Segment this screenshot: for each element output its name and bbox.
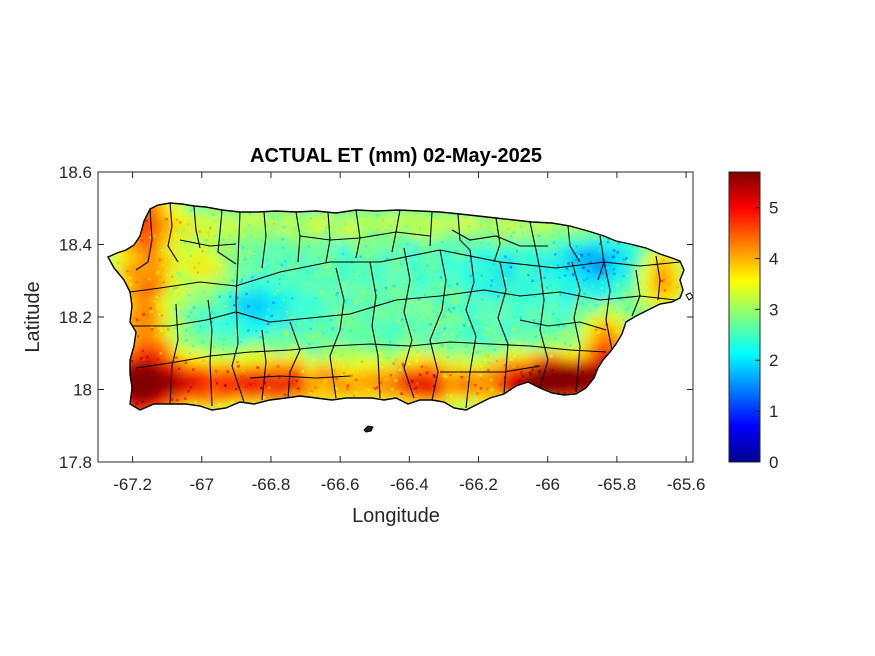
municipality-boundaries — [129, 203, 681, 409]
coastline — [107, 202, 693, 433]
municipality-boundary — [179, 239, 237, 247]
y-tick-label: 18.2 — [59, 308, 92, 327]
municipality-boundary — [571, 261, 581, 393]
municipality-boundary — [457, 213, 471, 251]
x-tick-label: -66.4 — [390, 475, 429, 494]
municipality-boundary — [403, 247, 415, 399]
colorbar-tick-label: 1 — [769, 402, 778, 421]
municipality-boundary — [132, 289, 677, 327]
y-tick-label: 18.6 — [59, 163, 92, 182]
municipality-boundary — [261, 211, 267, 269]
colorbar — [728, 171, 761, 463]
municipality-boundary — [451, 229, 548, 247]
colorbar-ticks: 0 1 2 3 4 5 — [755, 199, 778, 472]
municipality-boundary — [193, 205, 201, 249]
municipality-boundary — [440, 365, 541, 373]
municipality-boundary — [235, 211, 241, 301]
chart-title: ACTUAL ET (mm) 02-May-2025 — [250, 145, 542, 167]
x-tick-label: -67 — [189, 475, 214, 494]
municipality-boundary — [655, 255, 661, 301]
x-tick-label: -66.2 — [459, 475, 498, 494]
municipality-boundary — [429, 211, 433, 247]
x-tick-label: -67.2 — [113, 475, 152, 494]
municipality-boundary — [329, 267, 345, 399]
municipality-boundary — [299, 231, 431, 241]
municipality-boundary — [529, 221, 541, 271]
municipality-boundary — [231, 299, 245, 403]
x-tick-label: -66.6 — [321, 475, 360, 494]
municipality-boundary — [369, 261, 381, 399]
municipality-boundary — [135, 208, 153, 271]
y-axis-label: Latitude — [22, 281, 44, 352]
x-tick-label: -66 — [535, 475, 560, 494]
municipality-boundary — [429, 249, 447, 401]
municipality-boundary — [465, 249, 477, 409]
municipality-boundary — [207, 299, 213, 407]
municipality-boundary — [539, 269, 549, 389]
x-tick-label: -65.6 — [667, 475, 706, 494]
y-axis: 17.8 18 18.2 18.4 18.6 — [59, 163, 693, 472]
colorbar-tick-label: 0 — [769, 453, 778, 472]
x-axis: -67.2 -67 -66.8 -66.6 -66.4 -66.2 -66 -65.8 -65.… — [113, 172, 705, 494]
municipality-boundary — [249, 375, 351, 379]
colorbar-tick-label: 5 — [769, 199, 778, 218]
municipality-boundary — [567, 225, 581, 263]
municipality-boundary — [217, 209, 237, 265]
municipality-boundary — [167, 203, 179, 263]
municipality-boundary — [603, 261, 613, 351]
colorbar-tick-label: 4 — [769, 249, 778, 268]
y-tick-label: 18 — [73, 381, 92, 400]
x-tick-label: -65.8 — [598, 475, 637, 494]
y-tick-label: 17.8 — [59, 453, 92, 472]
culebra-fragment — [685, 292, 693, 301]
municipality-boundary — [631, 269, 641, 317]
municipality-boundary — [497, 261, 509, 395]
municipality-boundary — [287, 321, 301, 399]
colorbar-tick-label: 3 — [769, 300, 778, 319]
municipality-boundary — [493, 217, 501, 263]
municipality-boundary — [261, 329, 267, 401]
y-tick-label: 18.4 — [59, 236, 92, 255]
x-axis-label: Longitude — [352, 505, 440, 527]
municipality-boundary — [169, 303, 179, 405]
colorbar-tick-label: 2 — [769, 351, 778, 370]
municipality-boundary — [519, 319, 607, 331]
vieques-fragment — [363, 425, 374, 433]
x-tick-label: -66.8 — [252, 475, 291, 494]
